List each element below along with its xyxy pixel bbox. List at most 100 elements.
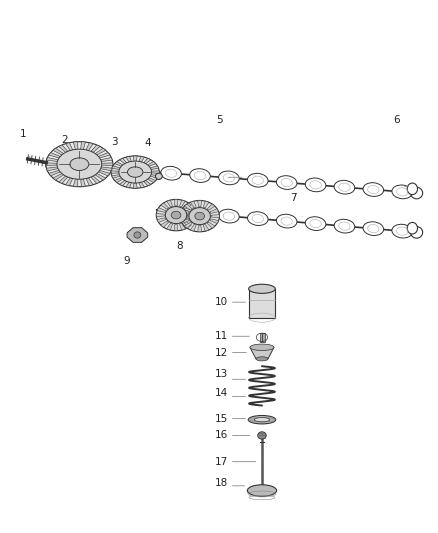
Polygon shape xyxy=(161,221,169,227)
Ellipse shape xyxy=(111,156,159,188)
Polygon shape xyxy=(99,171,110,176)
Polygon shape xyxy=(46,167,58,171)
Polygon shape xyxy=(260,333,261,342)
Polygon shape xyxy=(115,178,123,183)
Ellipse shape xyxy=(305,217,326,230)
Text: 9: 9 xyxy=(124,256,131,266)
Ellipse shape xyxy=(407,222,417,234)
Polygon shape xyxy=(53,173,64,180)
Polygon shape xyxy=(133,183,137,188)
Ellipse shape xyxy=(46,142,113,187)
Ellipse shape xyxy=(134,232,141,238)
Polygon shape xyxy=(161,203,169,209)
Ellipse shape xyxy=(247,484,276,496)
Ellipse shape xyxy=(250,344,274,351)
Ellipse shape xyxy=(190,169,210,182)
Ellipse shape xyxy=(190,207,210,221)
Polygon shape xyxy=(46,157,58,161)
Polygon shape xyxy=(203,201,209,208)
Polygon shape xyxy=(144,158,151,164)
Ellipse shape xyxy=(411,187,423,199)
Polygon shape xyxy=(203,224,209,231)
Ellipse shape xyxy=(161,166,181,180)
Text: 6: 6 xyxy=(393,115,399,125)
Ellipse shape xyxy=(219,209,239,223)
Polygon shape xyxy=(95,148,106,155)
Polygon shape xyxy=(112,166,120,169)
Ellipse shape xyxy=(334,180,355,194)
Polygon shape xyxy=(91,145,100,152)
Text: 15: 15 xyxy=(214,414,228,424)
Text: 8: 8 xyxy=(176,240,183,251)
Polygon shape xyxy=(66,143,73,150)
Ellipse shape xyxy=(247,212,268,225)
Polygon shape xyxy=(191,201,196,208)
Polygon shape xyxy=(111,171,119,173)
Polygon shape xyxy=(150,175,159,178)
Text: 16: 16 xyxy=(214,431,228,440)
Ellipse shape xyxy=(247,173,268,187)
Polygon shape xyxy=(101,157,112,161)
Polygon shape xyxy=(174,224,178,231)
Ellipse shape xyxy=(363,222,384,236)
Polygon shape xyxy=(157,208,166,212)
Text: 1: 1 xyxy=(20,130,27,139)
Ellipse shape xyxy=(219,171,239,185)
Polygon shape xyxy=(133,156,137,161)
Polygon shape xyxy=(184,222,192,228)
Polygon shape xyxy=(139,156,145,162)
Polygon shape xyxy=(191,224,196,231)
Polygon shape xyxy=(156,214,164,216)
Ellipse shape xyxy=(305,178,326,192)
Polygon shape xyxy=(46,163,57,166)
Text: 11: 11 xyxy=(214,332,228,341)
Ellipse shape xyxy=(189,208,210,224)
Polygon shape xyxy=(126,182,131,188)
Polygon shape xyxy=(180,223,185,230)
Polygon shape xyxy=(148,178,156,183)
Polygon shape xyxy=(73,179,78,187)
Ellipse shape xyxy=(254,417,270,422)
Polygon shape xyxy=(250,348,274,359)
Ellipse shape xyxy=(57,149,102,179)
Ellipse shape xyxy=(249,417,275,422)
Polygon shape xyxy=(81,142,85,149)
Polygon shape xyxy=(120,180,127,186)
Polygon shape xyxy=(184,221,191,227)
Ellipse shape xyxy=(256,357,268,361)
Text: 14: 14 xyxy=(214,389,228,399)
Polygon shape xyxy=(59,145,68,152)
Polygon shape xyxy=(148,161,156,166)
Polygon shape xyxy=(210,209,219,213)
Ellipse shape xyxy=(392,224,413,238)
Polygon shape xyxy=(207,222,215,228)
Ellipse shape xyxy=(127,167,143,177)
Polygon shape xyxy=(167,200,173,207)
Polygon shape xyxy=(181,219,189,223)
Polygon shape xyxy=(184,203,191,209)
Polygon shape xyxy=(115,161,123,166)
Polygon shape xyxy=(86,178,93,185)
Polygon shape xyxy=(49,171,60,176)
Polygon shape xyxy=(187,218,195,222)
Polygon shape xyxy=(184,204,192,210)
Ellipse shape xyxy=(407,183,417,195)
Polygon shape xyxy=(49,152,60,158)
Polygon shape xyxy=(81,179,85,187)
Polygon shape xyxy=(144,180,151,186)
Polygon shape xyxy=(187,208,195,212)
Text: 18: 18 xyxy=(214,478,228,488)
Polygon shape xyxy=(198,225,201,232)
Text: 5: 5 xyxy=(217,115,223,125)
Polygon shape xyxy=(188,214,196,216)
Text: 13: 13 xyxy=(214,368,228,378)
Ellipse shape xyxy=(363,183,384,196)
Text: 10: 10 xyxy=(215,297,228,307)
Text: 12: 12 xyxy=(214,348,228,358)
Polygon shape xyxy=(102,163,113,166)
Ellipse shape xyxy=(276,176,297,189)
Ellipse shape xyxy=(258,432,266,439)
Polygon shape xyxy=(91,176,100,183)
Polygon shape xyxy=(210,219,219,223)
Polygon shape xyxy=(59,176,68,183)
